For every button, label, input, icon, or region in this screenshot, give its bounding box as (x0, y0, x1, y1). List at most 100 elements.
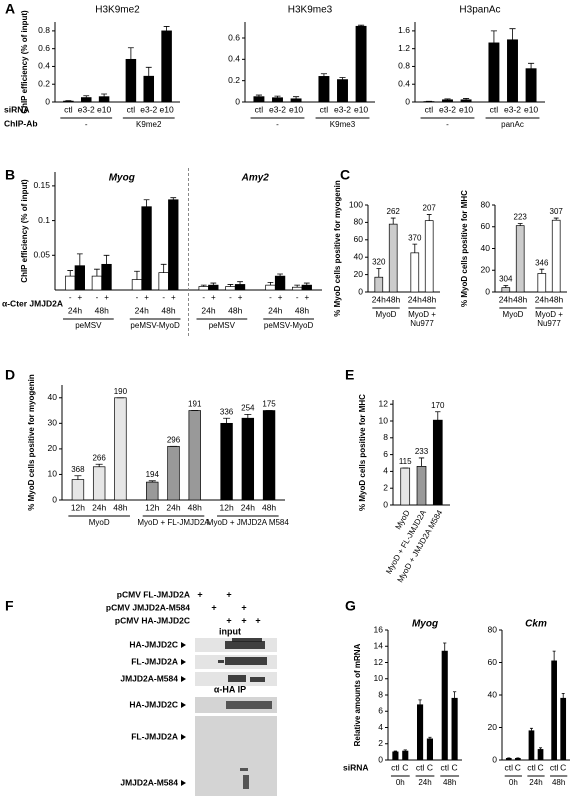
group-label: 0h (508, 778, 518, 787)
error-bar (143, 199, 150, 207)
group-label: K9me3 (329, 120, 356, 129)
blot-band (243, 775, 249, 789)
x-tick-label: ctl (416, 762, 425, 772)
bar (241, 417, 255, 501)
group-label-box: MyoD + FL-JMJD2A (137, 518, 210, 527)
error-bar (435, 411, 441, 421)
y-tick-label: 0.6 (228, 32, 240, 42)
bar (188, 410, 201, 501)
section-title: Amy2 (241, 173, 270, 184)
bar (318, 76, 330, 103)
blot-section-title: α-HA IP (214, 684, 246, 694)
bar (92, 466, 106, 501)
group-label-box: MyoD (376, 310, 397, 319)
treatment-label: pCMV HA-JMJD2C (115, 615, 190, 625)
count-label: 223 (514, 213, 528, 222)
section-title: Myog (109, 173, 135, 184)
count-label: 115 (399, 457, 412, 466)
x-tick-label: ctl (391, 762, 400, 772)
group-label: MyoD + FL-JMJD2A (137, 518, 210, 527)
bar (161, 30, 172, 103)
group-label-box: peMSV-MyoD (130, 321, 179, 330)
panel-letter: G (345, 598, 356, 614)
y-tick-label: 30 (48, 418, 58, 428)
x-tick-label: 24h (268, 305, 282, 315)
series-label: - (136, 293, 139, 302)
blot-row-label: JMJD2A-M584 (120, 777, 178, 787)
error-bar (443, 642, 447, 652)
error-bar (76, 253, 83, 266)
chart-title: H3K9me2 (95, 5, 140, 16)
error-bar (517, 223, 523, 226)
x-tick-label: 24h (92, 502, 106, 512)
group-label: peMSV (75, 321, 102, 330)
y-tick-label: 10 (379, 415, 389, 425)
bar (337, 79, 348, 103)
series-label: - (296, 293, 299, 302)
chart-title: Ckm (525, 619, 547, 630)
error-bar (418, 699, 422, 705)
chart-title: H3panAc (459, 5, 500, 16)
bar (416, 466, 427, 506)
count-label: 304 (499, 275, 513, 284)
bar (410, 252, 420, 293)
arrow (181, 780, 186, 786)
x-tick-label: e10 (160, 104, 174, 114)
error-bar (67, 270, 74, 277)
y-tick-label: 0.2 (38, 78, 50, 88)
y-tick-label: 4 (378, 722, 383, 732)
y-tick-label: 80 (481, 199, 491, 209)
error-bar (403, 749, 407, 752)
bar (507, 39, 518, 103)
error-bar (274, 95, 281, 98)
x-tick-label: e10 (354, 104, 368, 114)
error-bar (74, 475, 82, 480)
x-tick-label: ctl (505, 762, 514, 772)
x-tick-label: C (402, 762, 408, 772)
bar (290, 98, 302, 103)
y-tick-label: 6 (383, 449, 388, 459)
y-tick-label: 60 (481, 221, 491, 231)
bar (528, 730, 535, 761)
error-bar (293, 96, 300, 99)
x-tick-label: 48h (228, 305, 242, 315)
group-label-box: peMSV (75, 321, 102, 330)
error-bar (101, 93, 108, 97)
group-label-box: 48h (552, 778, 565, 787)
blot-row-label: FL-JMJD2A (131, 731, 178, 741)
bar (451, 697, 458, 761)
series-label: + (144, 293, 149, 302)
y-tick-label: 0.2 (228, 75, 240, 85)
chart-title: Myog (412, 619, 438, 630)
bar (426, 738, 433, 761)
count-label: 175 (262, 400, 276, 409)
x-tick-label: 48h (161, 305, 175, 315)
y-tick-label: 12 (379, 398, 389, 408)
x-tick-label: 48h (95, 305, 109, 315)
error-bar (452, 691, 457, 699)
x-tick-label: 48h (188, 502, 202, 512)
group-label: 24h (418, 778, 432, 787)
bar (551, 660, 557, 761)
y-tick-label: 0 (52, 494, 57, 504)
series-label: + (77, 293, 82, 302)
x-tick-label: e10 (459, 104, 473, 114)
y-tick-label: 0 (492, 754, 497, 764)
treatment-sign: + (197, 589, 202, 599)
row-label: siRNA (343, 762, 369, 772)
blot-band (225, 641, 265, 649)
error-bar (145, 66, 152, 77)
y-tick-label: 100 (349, 199, 363, 209)
y-tick-label: 8 (383, 432, 388, 442)
y-tick-label: 60 (488, 657, 498, 667)
bar (442, 99, 453, 103)
group-label: K9me2 (136, 120, 162, 129)
blot-band (240, 768, 248, 771)
error-bar (426, 214, 432, 221)
blot-strip (195, 716, 277, 796)
bar (515, 225, 525, 293)
bar (402, 750, 409, 761)
bar (537, 273, 547, 293)
error-bar (163, 26, 170, 31)
count-label: 307 (550, 207, 564, 216)
